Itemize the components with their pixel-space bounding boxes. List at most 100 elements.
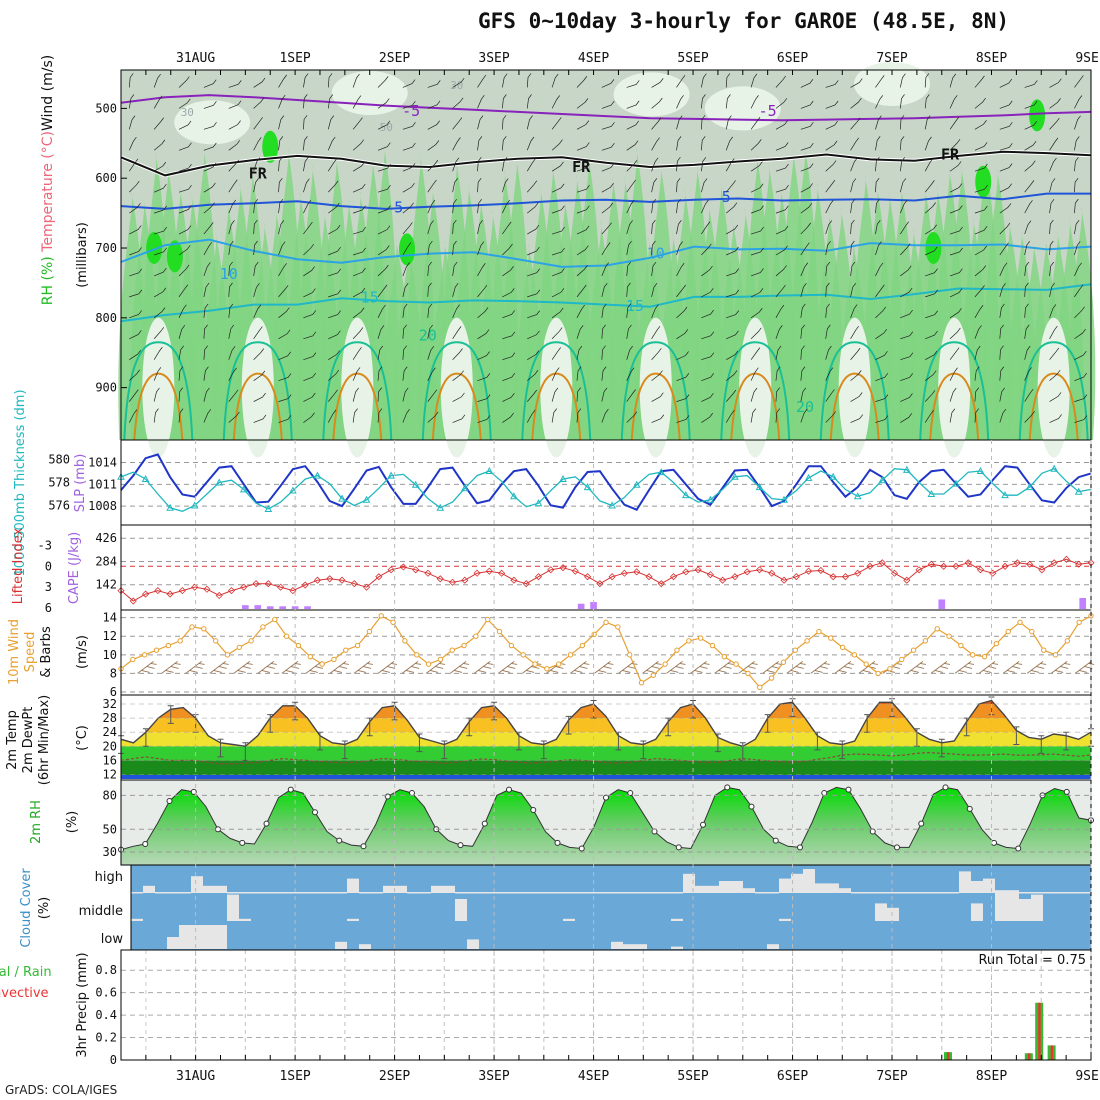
- wind-barb: [1074, 394, 1088, 402]
- rh-point: [748, 803, 755, 810]
- rh-point: [918, 820, 925, 827]
- wind-barb: [253, 137, 262, 151]
- wind-barb: [502, 221, 512, 235]
- wind-barb: [800, 324, 806, 339]
- dry-area: [613, 72, 690, 117]
- bottom-date-label: 1SEP: [279, 1069, 310, 1084]
- wind-barb: [701, 412, 714, 423]
- wind-barb: [352, 367, 361, 381]
- wind-barb: [825, 200, 834, 214]
- li-point: [952, 562, 960, 570]
- rh-point: [506, 786, 512, 793]
- wind-barb: [925, 224, 937, 235]
- rh-core: [1029, 99, 1046, 132]
- surface-wind-barb: [642, 661, 662, 674]
- wind-barb: [750, 347, 761, 360]
- wind-barb: [974, 245, 987, 256]
- wind-barb: [477, 136, 483, 151]
- thickness-point: [706, 495, 715, 503]
- wind-barb: [626, 140, 639, 151]
- wind-barb: [178, 304, 187, 318]
- thickness-point: [927, 489, 936, 497]
- wind-barb: [477, 307, 489, 319]
- wind-barb: [477, 115, 484, 130]
- wind-barb: [452, 219, 457, 235]
- wind-barb: [228, 220, 235, 235]
- li-point: [890, 569, 899, 577]
- wind-barb: [775, 184, 789, 193]
- cloud-high-bar: [635, 892, 647, 894]
- wind-barb: [551, 139, 563, 151]
- wind-barb: [825, 100, 839, 109]
- surface-wind-barb: [1050, 661, 1071, 674]
- wind-barb: [800, 408, 808, 423]
- wind-barb: [576, 387, 581, 402]
- top-date-label: 8SEP: [976, 51, 1007, 66]
- wind-barb: [626, 160, 638, 172]
- wind-barb: [651, 97, 663, 109]
- wind-barb: [526, 73, 532, 88]
- wind-barb: [800, 100, 814, 109]
- rh-point: [991, 839, 997, 846]
- wind-barb: [725, 94, 731, 109]
- wind-barb: [725, 370, 738, 381]
- wind-barb: [949, 95, 958, 109]
- wind-barb: [974, 205, 988, 214]
- wind-barb: [178, 284, 189, 298]
- thickness-point: [1050, 464, 1059, 472]
- wind-barb: [676, 199, 681, 214]
- temp-band: [121, 732, 1091, 747]
- wind-barb: [651, 199, 657, 214]
- wind-tick: 14: [103, 611, 117, 625]
- wind-barb: [178, 184, 192, 193]
- wind-barb: [651, 304, 659, 318]
- li-point: [633, 568, 641, 576]
- cape-bar: [590, 602, 597, 609]
- wind-barb: [203, 345, 208, 360]
- wind-barb: [875, 75, 885, 88]
- wind-barb: [154, 205, 167, 214]
- wind-barb: [651, 348, 662, 360]
- cloud-high-bar: [707, 885, 719, 893]
- wind-barb: [924, 409, 934, 423]
- li-point: [1026, 560, 1034, 568]
- li-point: [854, 569, 862, 577]
- wind-barb: [128, 73, 134, 88]
- wind-barb: [1024, 282, 1029, 297]
- wind-barb: [1049, 261, 1055, 276]
- rh-point: [942, 784, 949, 791]
- wind-barb: [128, 409, 138, 423]
- wind-barb: [825, 240, 831, 256]
- wind-barb: [750, 247, 764, 256]
- surface-wind-barb: [137, 661, 157, 674]
- wind-point: [828, 635, 834, 641]
- cape-tick: 142: [95, 578, 117, 592]
- wind-barb: [676, 329, 689, 340]
- wind-barb: [452, 414, 466, 423]
- isotherm-label: 15: [626, 297, 644, 315]
- wind-barb: [850, 178, 857, 193]
- wind-barb: [825, 324, 831, 339]
- wind-barb: [626, 240, 632, 256]
- cloud-high-bar: [971, 881, 983, 893]
- wind-barb: [949, 73, 957, 88]
- wind-barb: [527, 289, 541, 298]
- wind-point: [721, 653, 727, 660]
- wind-barb: [377, 366, 383, 381]
- frame: 31AUG 1SEP 2SEP 3SEP 4SEP 5SEP 6SEP 7SEP 8SEP 9SE…: [120, 51, 1100, 1084]
- wind-barb: [999, 324, 1004, 339]
- cloud-high-bar: [623, 892, 635, 894]
- wind-barb: [676, 351, 689, 361]
- wind-barb: [228, 140, 241, 151]
- thickness-point: [608, 501, 616, 509]
- wind-barb: [551, 183, 565, 193]
- wind-barb: [502, 73, 508, 88]
- isotherm-label: 50: [380, 121, 393, 134]
- bottom-date-label: 4SEP: [578, 1069, 609, 1084]
- cloud-high-bar: [347, 878, 359, 893]
- wind-point: [887, 666, 893, 672]
- precip-tick: 0.4: [95, 1008, 117, 1022]
- wind-barb: [228, 324, 235, 339]
- wind-point: [177, 638, 183, 644]
- wind-barb: [999, 183, 1012, 193]
